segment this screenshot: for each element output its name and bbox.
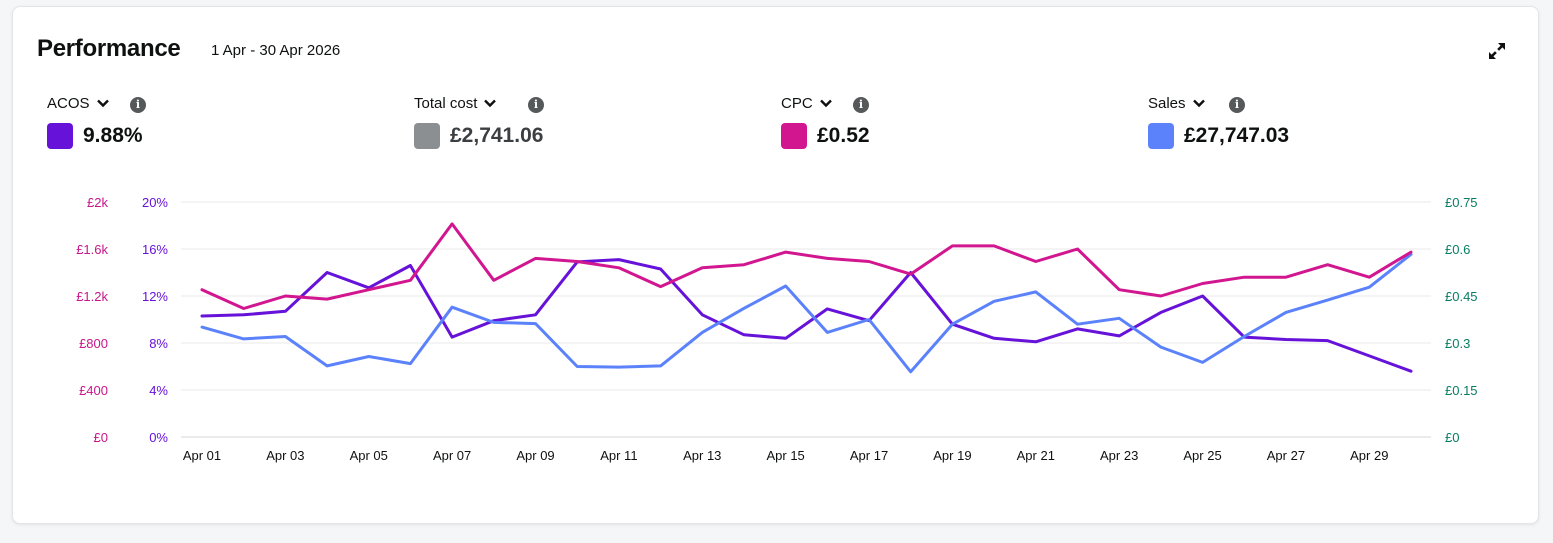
metric-label: Sales (1148, 94, 1186, 112)
axis-tick-label: 8% (149, 336, 168, 351)
axis-tick-label: £1.2k (76, 289, 108, 304)
chevron-down-icon[interactable] (96, 96, 110, 110)
x-tick-label: Apr 25 (1183, 448, 1221, 463)
x-tick-label: Apr 19 (933, 448, 971, 463)
metric-value: £0.52 (817, 124, 870, 147)
x-tick-label: Apr 29 (1350, 448, 1388, 463)
axis-tick-label: 0% (149, 430, 168, 445)
page-title: Performance (37, 35, 181, 62)
axis-tick-label: £400 (79, 383, 108, 398)
axis-tick-label: £2k (87, 195, 108, 210)
axis-tick-label: £800 (79, 336, 108, 351)
axis-tick-label: 12% (142, 289, 168, 304)
metric-acos: ACOS i 9.88% (47, 93, 146, 149)
axis-tick-label: £0.15 (1445, 383, 1478, 398)
axis-tick-label: £0.3 (1445, 336, 1470, 351)
x-tick-label: Apr 21 (1017, 448, 1055, 463)
axis-tick-label: £0.45 (1445, 289, 1478, 304)
info-icon[interactable]: i (1229, 97, 1245, 113)
series-line-sales (200, 252, 1413, 374)
axis-tick-label: £0 (1445, 430, 1459, 445)
metric-value: £27,747.03 (1184, 124, 1290, 147)
chevron-down-icon[interactable] (483, 96, 497, 110)
x-tick-label: Apr 15 (766, 448, 804, 463)
axis-tick-label: £0.75 (1445, 195, 1478, 210)
metric-value: £2,741.06 (450, 124, 544, 147)
axis-tick-label: 16% (142, 242, 168, 257)
series-line-cpc (200, 222, 1413, 310)
expand-icon[interactable] (1487, 41, 1507, 61)
x-tick-label: Apr 13 (683, 448, 721, 463)
x-tick-label: Apr 17 (850, 448, 888, 463)
x-tick-label: Apr 01 (183, 448, 221, 463)
metric-label: Total cost (414, 94, 478, 112)
metric-label: ACOS (47, 94, 90, 112)
series-line-acos (200, 258, 1413, 373)
axis-tick-label: £1.6k (76, 242, 108, 257)
chevron-down-icon[interactable] (1192, 96, 1206, 110)
series-toggle-swatch[interactable] (1148, 123, 1174, 149)
info-icon[interactable]: i (528, 97, 544, 113)
metric-sales: Sales i £27,747.03 (1148, 93, 1289, 149)
chevron-down-icon[interactable] (819, 96, 833, 110)
axis-tick-label: 20% (142, 195, 168, 210)
x-tick-label: Apr 09 (516, 448, 554, 463)
metric-value: 9.88% (83, 124, 143, 147)
metric-label: CPC (781, 94, 813, 112)
series-toggle-swatch[interactable] (781, 123, 807, 149)
axis-tick-label: £0 (94, 430, 108, 445)
info-icon[interactable]: i (853, 97, 869, 113)
performance-chart: £0 £400 £800 £1.2k £1.6k £2k 0% 4% 8% 12% 16% 20% £0… (76, 195, 1478, 463)
series-toggle-swatch[interactable] (47, 123, 73, 149)
performance-card: Performance 1 Apr - 30 Apr 2026 ACOS i 9… (12, 6, 1539, 524)
x-tick-label: Apr 05 (350, 448, 388, 463)
metric-cpc: CPC i £0.52 (781, 93, 870, 149)
x-tick-label: Apr 03 (266, 448, 304, 463)
x-tick-label: Apr 27 (1267, 448, 1305, 463)
metric-total-cost: Total cost i £2,741.06 (414, 93, 544, 149)
info-icon[interactable]: i (130, 97, 146, 113)
x-tick-label: Apr 07 (433, 448, 471, 463)
x-tick-label: Apr 11 (600, 448, 637, 463)
axis-tick-label: 4% (149, 383, 168, 398)
axis-tick-label: £0.6 (1445, 242, 1470, 257)
date-range: 1 Apr - 30 Apr 2026 (211, 42, 341, 59)
series-toggle-swatch[interactable] (414, 123, 440, 149)
x-tick-label: Apr 23 (1100, 448, 1138, 463)
